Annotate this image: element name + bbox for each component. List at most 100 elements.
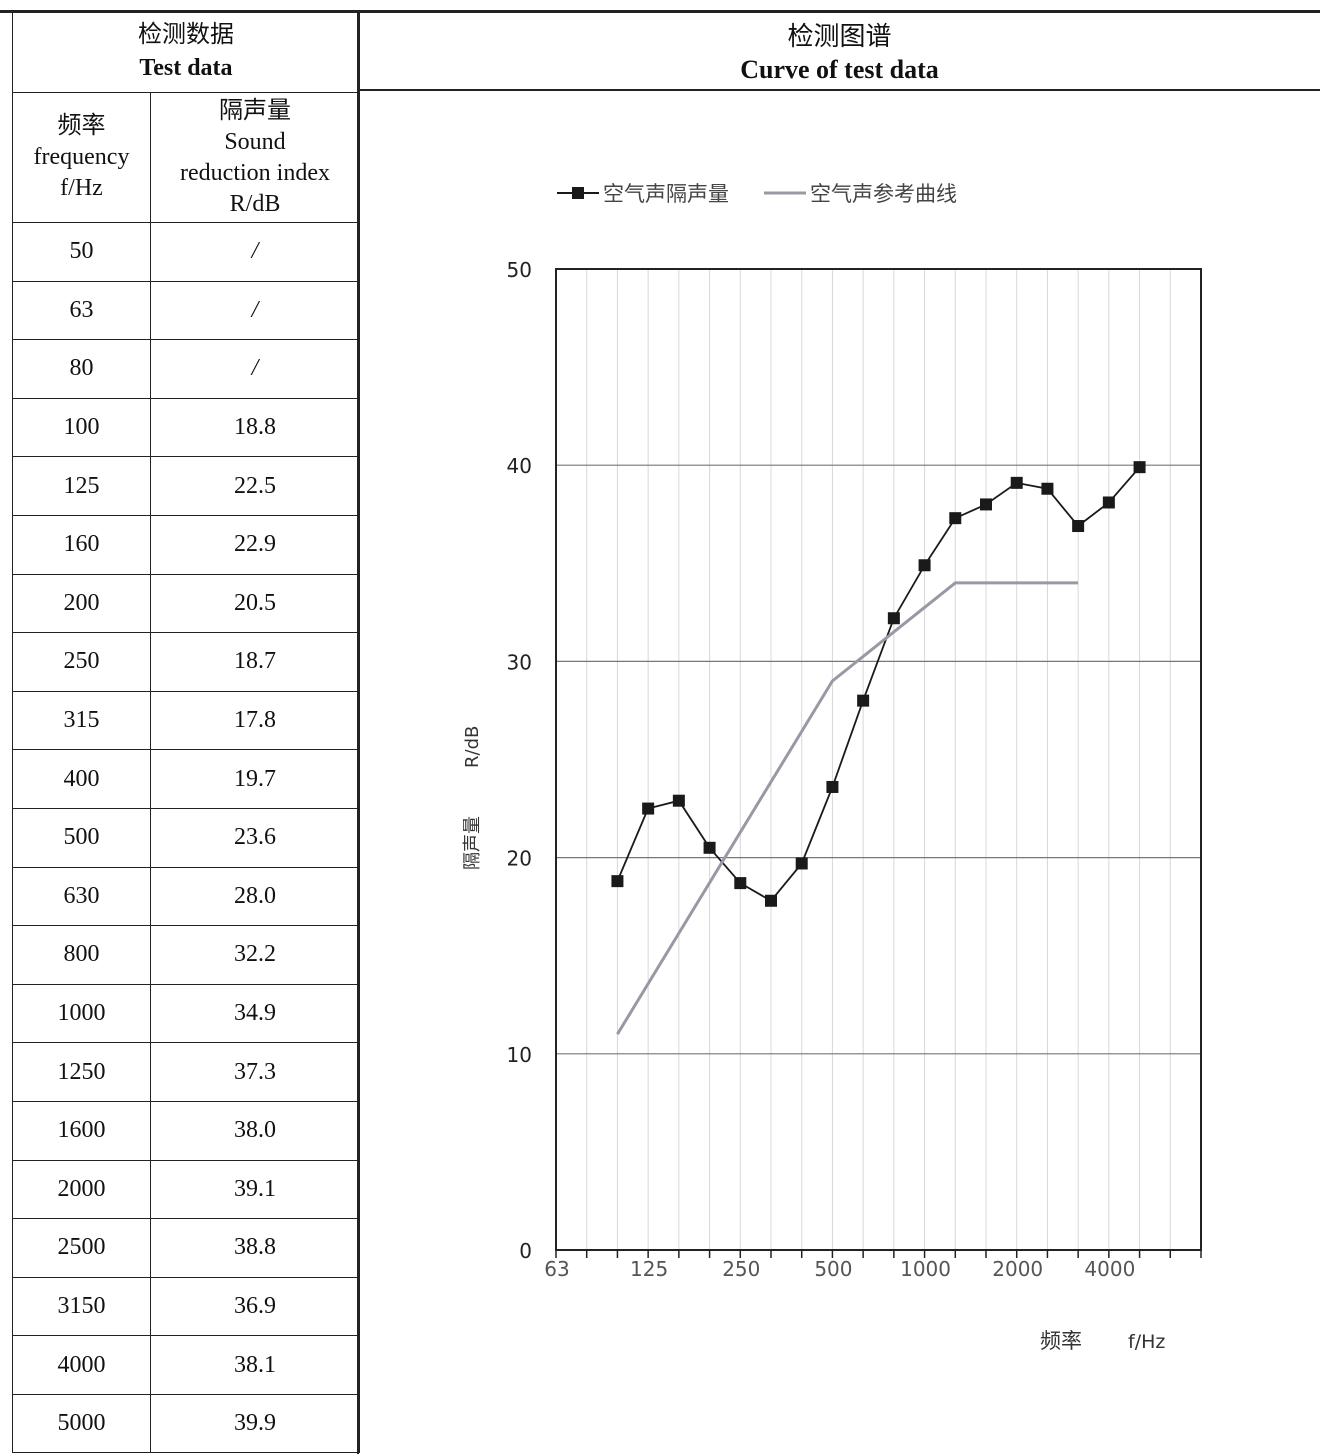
measured-data-point: [1041, 482, 1054, 495]
chart-title-cn: 检测图谱: [787, 22, 892, 51]
sound-reduction-cell: 19.7: [150, 749, 360, 809]
measured-data-point: [857, 694, 870, 707]
table-row: 800 32.2: [12, 925, 360, 985]
legend-marker: [572, 187, 584, 199]
measured-data-point: [1072, 520, 1085, 533]
measured-series-line: [616, 466, 1141, 902]
y-tick-label: 30: [507, 650, 532, 674]
y-axis-label: 隔声量: [462, 816, 483, 870]
frequency-cell: 500: [12, 807, 151, 868]
legend-label: 空气声参考曲线: [810, 182, 957, 206]
y-tick-label: 10: [507, 1043, 532, 1067]
frequency-cell: 800: [12, 925, 151, 985]
column-divider: [357, 11, 359, 1454]
measured-data-point: [611, 875, 624, 888]
x-tick-label: 500: [814, 1257, 852, 1281]
sound-reduction-cell: 32.2: [150, 925, 360, 985]
top-rule: [0, 0, 1320, 13]
table-title-cn: 检测数据: [138, 22, 234, 48]
sound-reduction-header-cn: 隔声量: [219, 97, 291, 124]
table-row: 200 20.5: [12, 573, 360, 634]
measured-data-point: [672, 794, 685, 807]
sound-reduction-cell: 17.8: [150, 690, 360, 751]
sound-reduction-cell: 23.6: [150, 807, 360, 868]
sound-reduction-header-en2: reduction index: [180, 159, 330, 186]
table-title-en: Test data: [139, 55, 233, 81]
sound-reduction-cell: 28.0: [150, 866, 360, 927]
table-row: 5000 39.9: [12, 1393, 360, 1454]
frequency-cell: 5000: [12, 1393, 151, 1454]
y-tick-label: 0: [519, 1239, 532, 1263]
legend-label: 空气声隔声量: [603, 182, 729, 206]
table-row: 100 18.8: [12, 397, 360, 458]
sound-reduction-cell: 18.7: [150, 632, 360, 692]
test-data-table: 检测数据 Test data 频率 frequency f/Hz 隔声量 Sou…: [12, 11, 360, 1454]
table-row: 315 17.8: [12, 690, 360, 751]
sound-reduction-cell: 34.9: [150, 983, 360, 1044]
x-tick-label: 2000: [992, 1257, 1043, 1281]
frequency-cell: 250: [12, 632, 151, 692]
sound-reduction-cell: 20.5: [150, 573, 360, 634]
frequency-cell: 1250: [12, 1042, 151, 1102]
table-row: 2500 38.8: [12, 1218, 360, 1278]
sound-reduction-header-en1: Sound: [224, 128, 286, 155]
measured-data-point: [765, 894, 777, 907]
sound-reduction-cell: 22.9: [150, 514, 360, 575]
plot-frame: [555, 268, 1202, 1251]
table-row: 250 18.7: [12, 632, 360, 692]
table-row: 630 28.0: [12, 866, 360, 927]
sound-reduction-cell: 38.8: [150, 1218, 360, 1278]
frequency-cell: 630: [12, 866, 151, 927]
measured-data-point: [1133, 461, 1146, 474]
measured-data-point: [980, 498, 992, 511]
y-tick-label: 50: [507, 258, 532, 282]
frequency-header-en: frequency: [33, 144, 130, 170]
x-tick-label: 250: [722, 1257, 760, 1281]
y-axis-unit: R/dB: [462, 726, 483, 768]
y-tick-label: 20: [507, 847, 532, 871]
table-row: 125 22.5: [12, 456, 360, 516]
table-row: 63/: [12, 280, 360, 341]
measured-data-point: [703, 841, 716, 854]
x-tick-label: 4000: [1084, 1257, 1135, 1281]
table-row: 1000 34.9: [12, 983, 360, 1044]
x-tick-label: 1000: [900, 1257, 951, 1281]
table-row: 50/: [12, 222, 360, 282]
frequency-cell: 80: [12, 339, 151, 399]
table-row: 2000 39.1: [12, 1159, 360, 1220]
sound-reduction-cell: 39.9: [150, 1393, 360, 1454]
sound-reduction-cell: 18.8: [150, 397, 360, 458]
table-row: 400 19.7: [12, 749, 360, 809]
table-row: 500 23.6: [12, 807, 360, 868]
frequency-cell: 200: [12, 573, 151, 634]
frequency-cell: 63: [12, 280, 151, 341]
sound-reduction-header-unit: R/dB: [229, 190, 281, 217]
frequency-cell: 3150: [12, 1276, 151, 1337]
table-title-cell: 检测数据 Test data: [12, 11, 360, 93]
sound-reduction-column-header: 隔声量 Sound reduction index R/dB: [150, 92, 360, 223]
sound-reduction-cell: /: [150, 222, 360, 282]
frequency-cell: 1000: [12, 983, 151, 1044]
y-tick-label: 40: [507, 454, 532, 478]
frequency-cell: 315: [12, 690, 151, 751]
frequency-header-unit: f/Hz: [60, 175, 103, 201]
table-row: 160 22.9: [12, 514, 360, 575]
measured-data-point: [795, 857, 808, 870]
table-row: 4000 38.1: [12, 1335, 360, 1395]
measured-data-point: [642, 802, 655, 815]
measured-data-point: [1102, 496, 1115, 509]
frequency-cell: 100: [12, 397, 151, 458]
sound-reduction-cell: 39.1: [150, 1159, 360, 1220]
chart-header: 检测图谱 Curve of test data: [359, 11, 1320, 91]
x-axis-unit: f/Hz: [1128, 1331, 1165, 1353]
measured-data-point: [949, 512, 962, 525]
sound-reduction-cell: 38.1: [150, 1335, 360, 1395]
measured-data-point: [918, 559, 931, 572]
chart-title-en: Curve of test data: [740, 55, 939, 84]
x-tick-label: 63: [544, 1257, 569, 1281]
x-axis-label: 频率: [1040, 1329, 1082, 1353]
frequency-cell: 400: [12, 749, 151, 809]
x-tick-label: 125: [630, 1257, 668, 1281]
measured-data-point: [826, 780, 839, 793]
